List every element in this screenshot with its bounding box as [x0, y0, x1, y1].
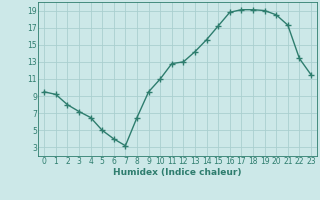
X-axis label: Humidex (Indice chaleur): Humidex (Indice chaleur): [113, 168, 242, 177]
